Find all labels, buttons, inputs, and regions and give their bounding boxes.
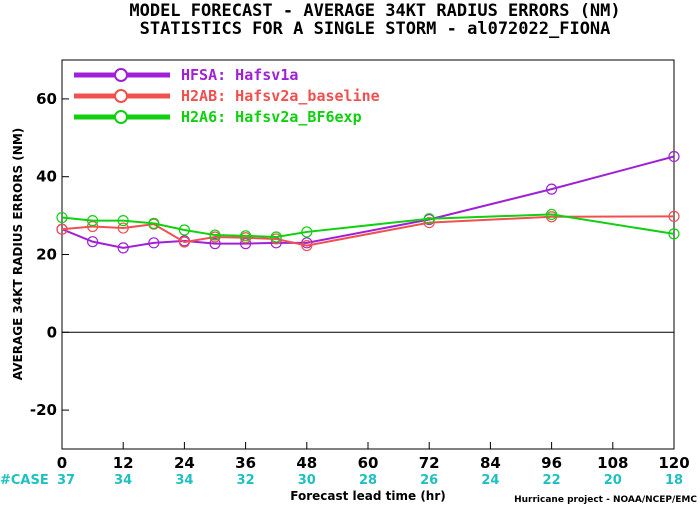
- data-point: [270, 231, 282, 243]
- case-count: 30: [298, 473, 316, 488]
- series-1: [56, 150, 680, 254]
- data-point: [56, 223, 68, 235]
- y-tick-label: 40: [36, 168, 57, 186]
- data-point: [301, 237, 313, 249]
- data-point: [148, 237, 160, 249]
- data-point: [545, 183, 558, 195]
- data-point: [148, 217, 160, 229]
- data-point: [178, 236, 190, 248]
- legend: HFSA: Hafsv1a H2AB: Hafsv2a_baseline H2A6:…: [74, 66, 380, 126]
- x-tick-label: 36: [235, 454, 256, 472]
- legend-label: H2AB: Hafsv2a_baseline: [181, 87, 380, 105]
- case-count: 22: [543, 473, 561, 488]
- data-point: [668, 228, 680, 240]
- legend-item: H2AB: Hafsv2a_baseline: [74, 87, 380, 105]
- data-point: [56, 211, 68, 224]
- x-axis: 0 12 24 36 48 60 72 84 96 108 120: [57, 442, 690, 472]
- data-point: [301, 239, 313, 252]
- y-axis-label: AVERAGE 34KT RADIUS ERRORS (NM): [11, 128, 25, 380]
- legend-label: H2A6: Hafsv2a_BF6exp: [181, 108, 362, 126]
- y-tick-label: 60: [36, 90, 57, 108]
- data-point: [117, 222, 129, 234]
- case-count: 37: [57, 473, 75, 488]
- case-count: 18: [665, 473, 683, 488]
- data-point: [209, 229, 221, 241]
- x-tick-label: 60: [358, 454, 379, 472]
- series-3: [56, 208, 680, 243]
- data-point: [668, 150, 680, 163]
- case-counts: #CASE 37 34 34 32 30 28 26 24 22 20 18: [0, 473, 683, 488]
- data-point: [423, 213, 435, 225]
- data-point: [240, 230, 252, 242]
- chart-title-line2: STATISTICS FOR A SINGLE STORM - al072022…: [140, 19, 611, 39]
- data-point: [86, 215, 99, 227]
- case-count: 34: [175, 473, 193, 488]
- legend-marker: [114, 68, 128, 82]
- data-point: [668, 210, 680, 222]
- data-point: [178, 224, 190, 236]
- data-point: [545, 208, 558, 221]
- case-count: 28: [359, 473, 377, 488]
- data-point: [423, 217, 435, 229]
- case-count: 26: [420, 473, 438, 488]
- data-point: [86, 236, 99, 248]
- x-tick-label: 24: [174, 454, 195, 472]
- y-tick-label: -20: [30, 401, 57, 419]
- chart-title-line1: MODEL FORECAST - AVERAGE 34KT RADIUS ERR…: [129, 1, 620, 21]
- x-tick-label: 84: [480, 454, 501, 472]
- case-count: 24: [481, 473, 499, 488]
- x-tick-label: 12: [113, 454, 134, 472]
- series: [56, 150, 680, 254]
- legend-marker: [114, 89, 128, 103]
- data-point: [117, 242, 129, 254]
- x-tick-label: 96: [541, 454, 562, 472]
- y-tick-label: 0: [47, 323, 57, 341]
- case-count: 20: [604, 473, 622, 488]
- case-label: #CASE: [0, 473, 49, 488]
- x-tick-label: 0: [57, 454, 67, 472]
- data-point: [301, 226, 313, 238]
- legend-item: H2A6: Hafsv2a_BF6exp: [74, 108, 362, 126]
- x-axis-label: Forecast lead time (hr): [290, 489, 446, 503]
- x-tick-label: 72: [419, 454, 440, 472]
- case-count: 34: [114, 473, 132, 488]
- credit-text: Hurricane project - NOAA/NCEP/EMC: [514, 495, 697, 505]
- data-point: [209, 238, 221, 250]
- y-tick-label: 20: [36, 246, 57, 264]
- data-point: [117, 215, 129, 227]
- x-tick-label: 120: [658, 454, 689, 472]
- x-tick-label: 108: [597, 454, 628, 472]
- x-tick-label: 48: [296, 454, 317, 472]
- y-axis: -20 0 20 40 60: [30, 90, 69, 419]
- legend-marker: [114, 110, 128, 124]
- legend-label: HFSA: Hafsv1a: [181, 66, 298, 84]
- case-count: 32: [237, 473, 255, 488]
- legend-item: HFSA: Hafsv1a: [74, 66, 298, 84]
